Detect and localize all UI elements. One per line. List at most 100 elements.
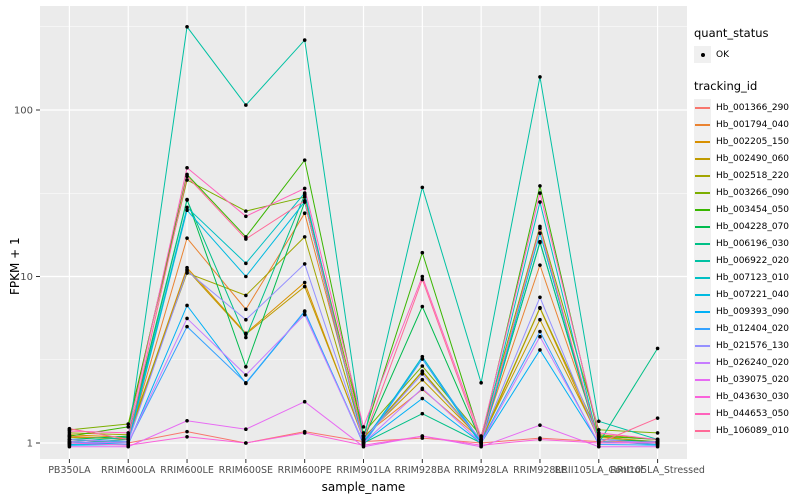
data-point <box>67 441 72 445</box>
line-key-icon <box>694 303 711 320</box>
series-color-line <box>695 208 710 211</box>
data-point <box>538 239 542 244</box>
legend-item-label: Hb_007221_040 <box>716 289 790 300</box>
data-point <box>302 235 307 239</box>
data-point <box>538 231 542 235</box>
legend-item-Hb_004228_070: Hb_004228_070 <box>694 218 800 235</box>
data-point <box>185 205 189 210</box>
data-point <box>538 191 542 195</box>
data-point <box>655 346 660 351</box>
legend-item-Hb_003266_090: Hb_003266_090 <box>694 184 800 201</box>
series-color-line <box>695 310 710 313</box>
data-point <box>244 214 248 219</box>
data-point <box>67 434 72 438</box>
x-tick-label: RRII105LA_Stressed <box>610 465 705 476</box>
x-tick-label: RRIM928BA <box>395 465 451 476</box>
data-point <box>244 293 248 298</box>
data-point <box>302 312 307 317</box>
data-point <box>420 274 425 279</box>
data-point <box>420 369 425 373</box>
legend-item-Hb_003454_050: Hb_003454_050 <box>694 201 800 218</box>
data-point <box>302 191 307 195</box>
legend-item-Hb_039075_020: Hb_039075_020 <box>694 371 800 388</box>
data-point <box>538 226 542 231</box>
data-point <box>420 386 425 391</box>
series-color-line <box>695 361 710 364</box>
series-color-line <box>695 395 710 398</box>
data-point <box>185 418 189 423</box>
data-point <box>185 178 189 182</box>
data-point <box>185 165 189 170</box>
data-point <box>596 419 601 424</box>
data-point <box>244 373 248 377</box>
x-tick-label: RRIM928LE <box>513 465 567 476</box>
line-key-icon <box>694 99 711 116</box>
legend-item-Hb_001366_290: Hb_001366_290 <box>694 99 800 116</box>
data-point <box>538 295 542 300</box>
data-point <box>479 439 483 444</box>
series-color-line <box>695 259 710 262</box>
data-point <box>185 324 189 329</box>
data-point <box>538 184 542 188</box>
data-point <box>655 441 660 445</box>
data-point <box>185 25 189 29</box>
data-point <box>185 198 189 202</box>
series-color-line <box>695 157 710 160</box>
data-point <box>302 284 307 289</box>
data-point <box>420 357 425 361</box>
x-tick-label: RRIM600PE <box>278 465 332 476</box>
series-color-line <box>695 174 710 177</box>
data-point <box>244 364 248 369</box>
y-tick-label: 1 <box>27 439 33 450</box>
x-tick-label: PB350LA <box>48 465 91 476</box>
data-point <box>185 303 189 308</box>
data-point <box>185 316 189 321</box>
data-point <box>185 269 189 273</box>
data-point <box>126 443 131 448</box>
data-point <box>302 198 307 203</box>
legend-item-Hb_006922_020: Hb_006922_020 <box>694 252 800 269</box>
line-key-icon <box>694 133 711 150</box>
legend-item-Hb_002490_060: Hb_002490_060 <box>694 150 800 167</box>
series-color-line <box>695 140 710 143</box>
legend-item-Hb_001794_040: Hb_001794_040 <box>694 116 800 133</box>
legend-title-quant-status: quant_status <box>694 26 769 40</box>
data-point <box>244 332 248 337</box>
line-key-icon <box>694 388 711 405</box>
data-point <box>244 317 248 322</box>
legend-item-Hb_007123_010: Hb_007123_010 <box>694 269 800 286</box>
line-key-icon <box>694 167 711 184</box>
legend-item-Hb_009393_090: Hb_009393_090 <box>694 303 800 320</box>
data-point <box>302 309 307 313</box>
legend-item-label: Hb_003266_090 <box>716 187 790 198</box>
data-point <box>185 434 189 439</box>
data-point <box>420 304 425 309</box>
data-point <box>538 334 542 339</box>
legend-item-Hb_021576_130: Hb_021576_130 <box>694 337 800 354</box>
data-point <box>538 437 542 442</box>
data-point <box>302 431 307 435</box>
data-point <box>302 38 307 42</box>
data-point <box>479 380 483 385</box>
x-tick-label: RRIM600SE <box>219 465 273 476</box>
legend-item-Hb_002518_220: Hb_002518_220 <box>694 167 800 184</box>
data-point <box>361 437 366 442</box>
data-point <box>244 103 248 107</box>
series-color-line <box>695 106 710 109</box>
data-point <box>244 307 248 312</box>
line-key-icon <box>694 405 711 422</box>
data-point <box>244 261 248 266</box>
data-point <box>244 335 248 340</box>
legend-item-Hb_043630_030: Hb_043630_030 <box>694 388 800 405</box>
line-key-icon <box>694 150 711 167</box>
legend: quant_status OK tracking_id Hb_001366_29… <box>694 26 800 439</box>
x-tick-label: RRII105LA_Control <box>555 465 643 476</box>
data-point <box>67 444 72 449</box>
data-point <box>244 237 248 241</box>
data-point <box>655 431 660 435</box>
tracking-id-legend-items: Hb_001366_290 Hb_001794_040 Hb_002205_150 H… <box>694 99 800 439</box>
line-key-icon <box>694 422 711 439</box>
data-point <box>185 208 189 213</box>
series-color-line <box>695 191 710 194</box>
